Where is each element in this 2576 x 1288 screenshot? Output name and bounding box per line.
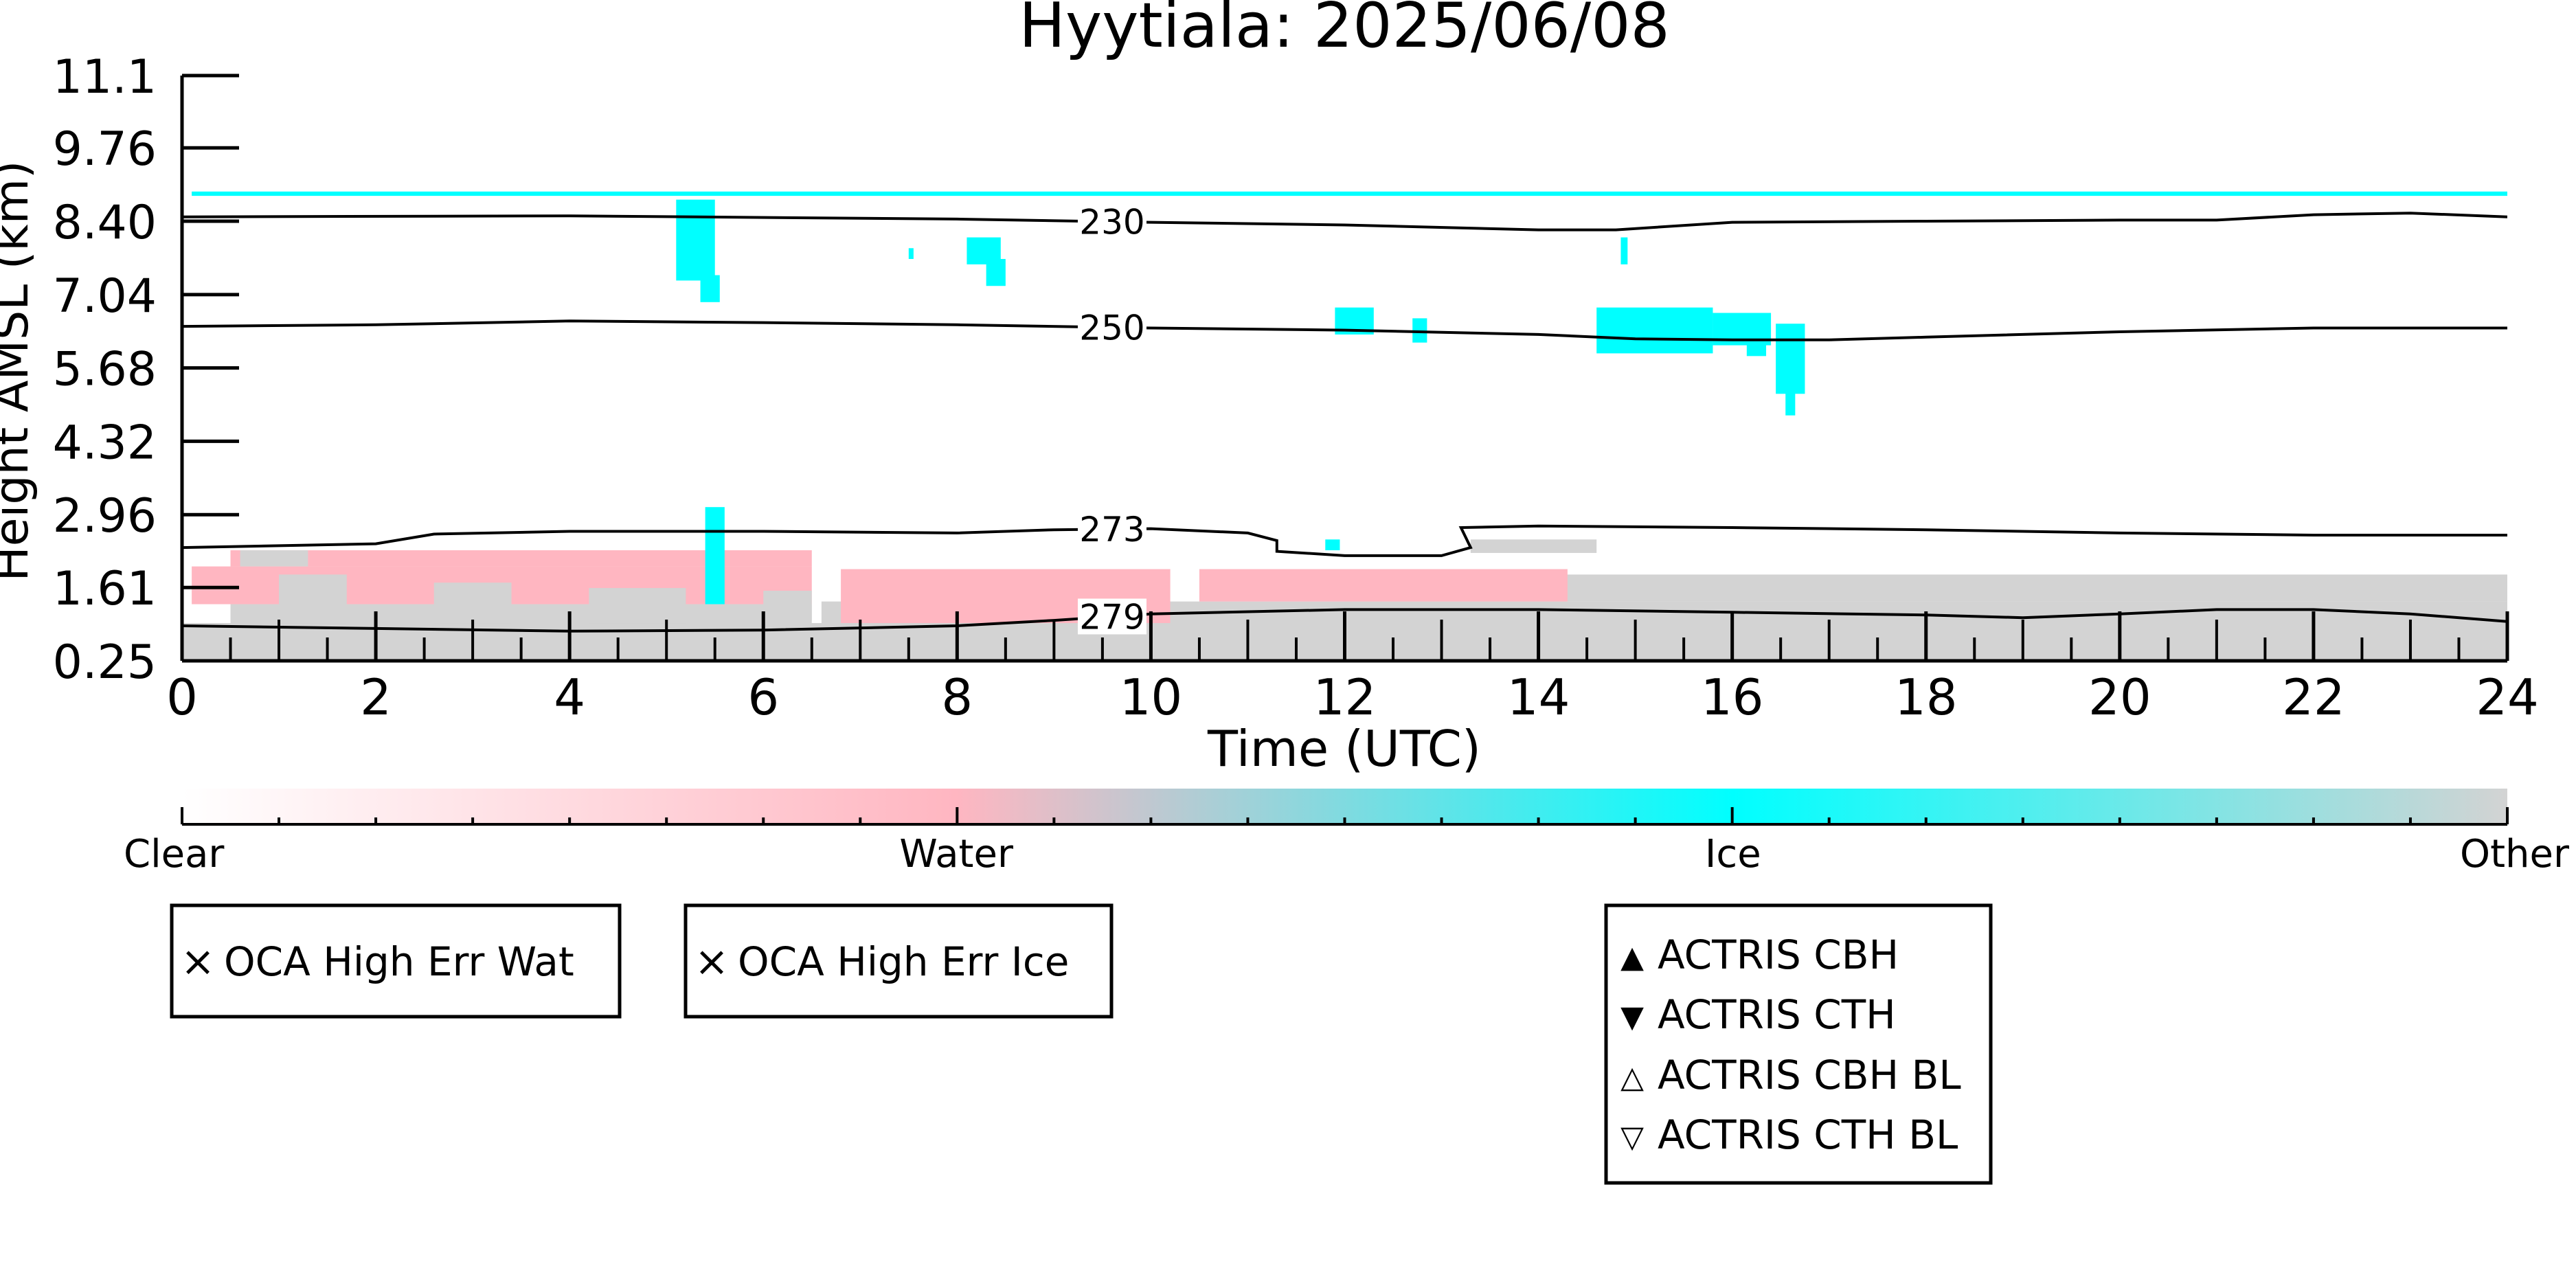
x-tick-label-2: 2 bbox=[360, 668, 392, 726]
y-tick-label-11.1: 11.1 bbox=[53, 50, 157, 104]
region-ice-20 bbox=[1412, 318, 1427, 343]
legend-oca-ice-label: OCA High Err Ice bbox=[738, 938, 1069, 985]
region-ice-27 bbox=[1325, 539, 1340, 551]
region-ice-13 bbox=[705, 507, 725, 605]
contour-label-250: 250 bbox=[1079, 308, 1144, 348]
y-tick-label-9.76: 9.76 bbox=[53, 122, 157, 177]
legend-actris-box bbox=[1604, 903, 1993, 1185]
colorbar-label-other: Other bbox=[2460, 832, 2570, 877]
region-ice-14 bbox=[676, 199, 715, 281]
region-other-7 bbox=[589, 587, 686, 624]
contour-labels: 230 250 273 279 bbox=[1078, 203, 1146, 637]
contour-230 bbox=[182, 212, 2507, 231]
legend-actris-cbh-label: ACTRIS CBH bbox=[1658, 931, 1899, 978]
contour-label-bg-250 bbox=[1078, 309, 1146, 346]
colorbar-label-ice: Ice bbox=[1705, 832, 1761, 877]
legend-actris-cth-label: ACTRIS CTH bbox=[1658, 991, 1896, 1038]
x-tick-label-8: 8 bbox=[941, 668, 973, 726]
contour-label-bg-279 bbox=[1078, 598, 1146, 635]
contour-label-230: 230 bbox=[1079, 203, 1144, 242]
x-tick-label-0: 0 bbox=[166, 668, 198, 726]
x-tick-label-4: 4 bbox=[554, 668, 585, 726]
region-other-10 bbox=[240, 550, 308, 567]
region-other-8 bbox=[763, 590, 812, 621]
x-tick-label-16: 16 bbox=[1701, 668, 1764, 726]
contour-label-273: 273 bbox=[1079, 510, 1144, 550]
colorbar-label-clear: Clear bbox=[124, 832, 225, 877]
x-tick-label-22: 22 bbox=[2282, 668, 2345, 726]
region-other-29 bbox=[1470, 539, 1597, 553]
colorbar: Clear Water Ice Other bbox=[124, 789, 2570, 877]
y-tick-label-4.32: 4.32 bbox=[53, 416, 157, 470]
y-axis-label: Height AMSL (km) bbox=[0, 161, 39, 582]
region-other-5 bbox=[279, 574, 347, 624]
y-tick-label-1.61: 1.61 bbox=[53, 562, 157, 616]
contour-label-279: 279 bbox=[1079, 597, 1144, 637]
y-tick-label-0.25: 0.25 bbox=[53, 635, 157, 690]
region-ice-24 bbox=[1776, 324, 1805, 394]
legend-actris-cbh-bl-label: ACTRIS CBH BL bbox=[1658, 1052, 1961, 1098]
region-ice-21 bbox=[1596, 307, 1713, 354]
y-tick-label-7.04: 7.04 bbox=[53, 269, 157, 324]
region-ice-26 bbox=[1620, 237, 1628, 264]
x-axis-ticks: 0 2 4 6 8 10 12 14 16 18 20 22 24 bbox=[166, 611, 2539, 726]
region-ice-25 bbox=[1785, 388, 1796, 416]
region-ice-28 bbox=[192, 191, 2507, 196]
chart-title: Hyytiala: 2025/06/08 bbox=[1019, 0, 1669, 62]
actris-cth-bl-icon: ▽ bbox=[1620, 1120, 1644, 1155]
oca-water-cross-icon: × bbox=[181, 938, 215, 986]
x-axis-label: Time (UTC) bbox=[1207, 720, 1481, 778]
oca-ice-cross-icon: × bbox=[694, 938, 729, 986]
colorbar-label-water: Water bbox=[899, 832, 1014, 877]
y-axis-ticks: 0.25 1.61 2.96 4.32 5.68 7.04 8.40 9.76 11.1 bbox=[53, 50, 239, 690]
contour-label-bg-230 bbox=[1078, 203, 1146, 240]
region-ice-17 bbox=[986, 258, 1006, 286]
colorbar-labels: Clear Water Ice Other bbox=[124, 832, 2570, 877]
legend-oca-ice-box bbox=[683, 903, 1114, 1019]
region-water-12 bbox=[1199, 569, 1568, 602]
legend-oca-water-label: OCA High Err Wat bbox=[224, 938, 574, 985]
legend-oca-water: × OCA High Err Wat bbox=[170, 903, 622, 1019]
legend-oca-water-box bbox=[170, 903, 622, 1019]
y-tick-label-8.40: 8.40 bbox=[53, 196, 157, 250]
region-ice-15 bbox=[700, 275, 720, 302]
y-tick-label-5.68: 5.68 bbox=[53, 343, 157, 397]
x-tick-label-14: 14 bbox=[1507, 668, 1570, 726]
legend-actris-cth-bl-label: ACTRIS CTH BL bbox=[1658, 1111, 1958, 1158]
contour-273 bbox=[182, 524, 2507, 557]
x-tick-label-12: 12 bbox=[1313, 668, 1377, 726]
region-other-6 bbox=[433, 583, 512, 624]
x-tick-label-24: 24 bbox=[2476, 668, 2539, 726]
x-tick-label-18: 18 bbox=[1895, 668, 1958, 726]
contour-279 bbox=[182, 608, 2507, 633]
x-tick-label-6: 6 bbox=[747, 668, 779, 726]
x-tick-label-10: 10 bbox=[1120, 668, 1183, 726]
colorbar-ticks bbox=[181, 807, 2509, 824]
classification-field bbox=[182, 191, 2507, 661]
region-ice-18 bbox=[908, 248, 914, 259]
legend-actris: ▲ ACTRIS CBH ▼ ACTRIS CTH △ ACTRIS CBH B… bbox=[1604, 903, 1993, 1185]
region-ice-23 bbox=[1746, 329, 1767, 357]
region-water-9 bbox=[230, 550, 812, 567]
contour-250 bbox=[182, 319, 2507, 341]
contour-label-bg-273 bbox=[1078, 511, 1146, 547]
y-tick-label-2.96: 2.96 bbox=[53, 489, 157, 543]
x-tick-label-20: 20 bbox=[2088, 668, 2151, 726]
actris-cbh-icon: ▲ bbox=[1620, 940, 1644, 975]
actris-cth-icon: ▼ bbox=[1620, 999, 1644, 1035]
legend-oca-ice: × OCA High Err Ice bbox=[683, 903, 1114, 1019]
temperature-contours bbox=[182, 212, 2507, 633]
actris-cbh-bl-icon: △ bbox=[1620, 1060, 1644, 1095]
